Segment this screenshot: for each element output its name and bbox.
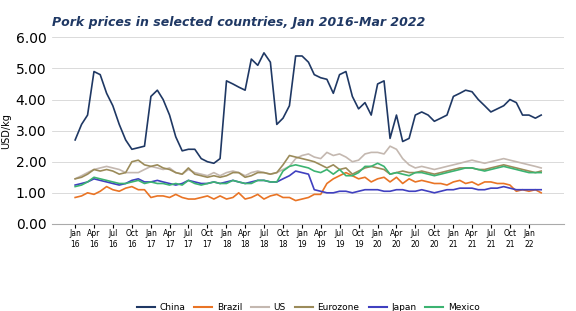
Line: US: US	[75, 146, 541, 179]
Text: Pork prices in selected countries, Jan 2016-Mar 2022: Pork prices in selected countries, Jan 2…	[52, 16, 425, 29]
Legend: China, Brazil, US, Eurozone, Japan, Mexico: China, Brazil, US, Eurozone, Japan, Mexi…	[133, 299, 483, 311]
Line: Mexico: Mexico	[75, 163, 541, 187]
Line: Brazil: Brazil	[75, 173, 541, 201]
Line: Japan: Japan	[75, 171, 541, 193]
Y-axis label: USD/kg: USD/kg	[1, 113, 12, 149]
Line: Eurozone: Eurozone	[75, 156, 541, 179]
Line: China: China	[75, 53, 541, 163]
